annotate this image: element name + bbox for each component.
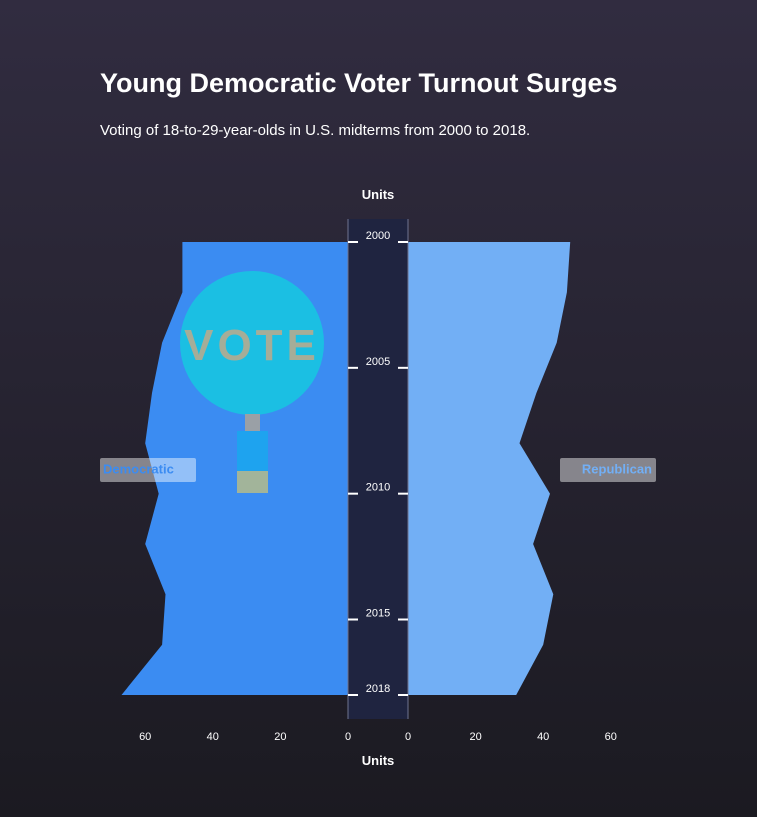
legend-democratic: Democratic (100, 458, 196, 482)
year-tick-label-2018: 2018 (366, 683, 390, 695)
bottom-axis-label: Units (362, 753, 395, 768)
top-axis-label: Units (362, 187, 395, 202)
legend-democratic-label: Democratic (103, 461, 174, 476)
value-tick-left-40: 40 (207, 731, 219, 743)
value-tick-right-20: 20 (469, 731, 481, 743)
year-tick-label-2005: 2005 (366, 356, 390, 368)
vote-sign-icon: VOTE (180, 271, 324, 493)
chart-title: Young Democratic Voter Turnout Surges (100, 68, 618, 98)
value-tick-left-20: 20 (274, 731, 286, 743)
year-tick-label-2015: 2015 (366, 608, 390, 620)
legend-republican: Republican (560, 458, 656, 482)
legend-republican-label: Republican (582, 461, 652, 476)
value-tick-left-60: 60 (139, 731, 151, 743)
year-tick-label-2010: 2010 (366, 482, 390, 494)
value-tick-right-60: 60 (605, 731, 617, 743)
center-year-axis-band (348, 219, 408, 719)
value-tick-left-0: 0 (345, 731, 351, 743)
vote-sign-text: VOTE (184, 321, 320, 370)
chart-subtitle: Voting of 18-to-29-year-olds in U.S. mid… (100, 122, 531, 139)
year-tick-label-2000: 2000 (366, 230, 390, 242)
area-republican (408, 242, 571, 695)
value-tick-right-40: 40 (537, 731, 549, 743)
value-tick-right-0: 0 (405, 731, 411, 743)
